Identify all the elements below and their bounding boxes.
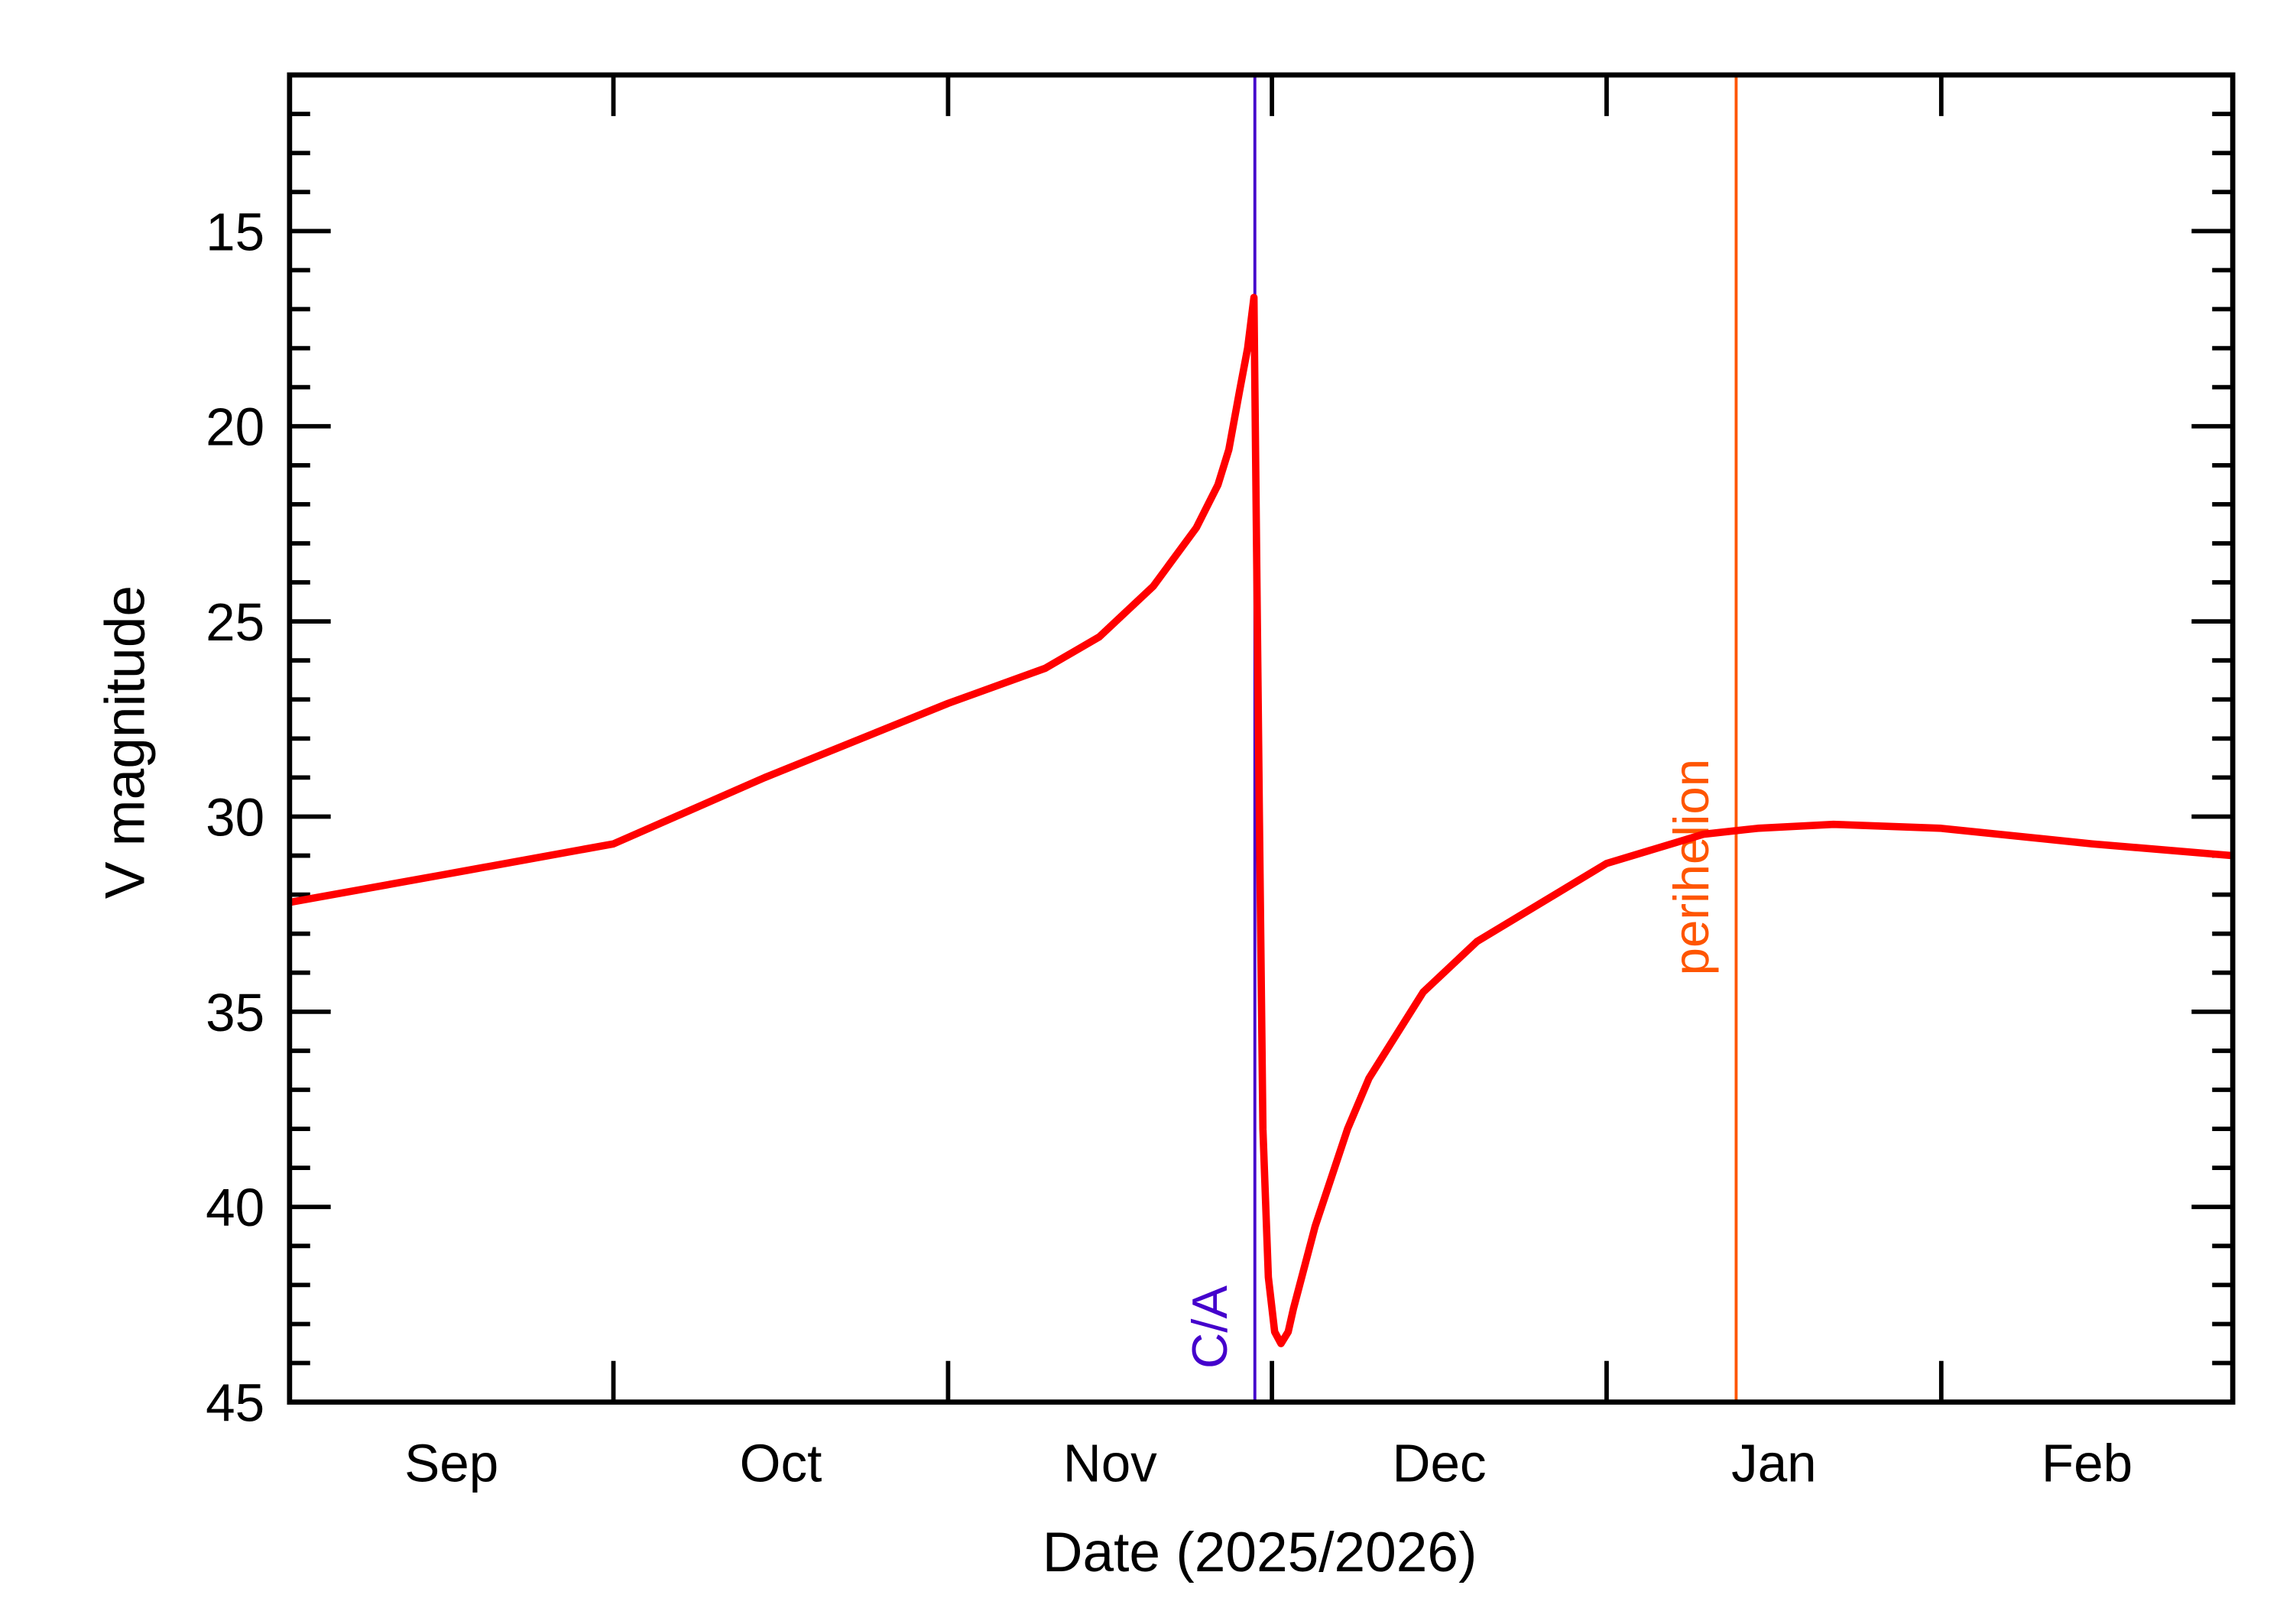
x-tick-labels: Sep Oct Nov Dec Jan Feb bbox=[404, 1433, 2132, 1493]
annotations: C/A perihelion bbox=[1182, 75, 1738, 1402]
x-tick-label: Jan bbox=[1731, 1433, 1817, 1493]
magnitude-curve bbox=[288, 293, 2233, 1347]
axis-ticks bbox=[289, 73, 2233, 1405]
plot-frame bbox=[287, 72, 2236, 1405]
y-tick-label: 40 bbox=[206, 1178, 264, 1237]
y-tick-label: 30 bbox=[206, 787, 264, 847]
y-tick-label: 15 bbox=[206, 202, 264, 261]
annotation-label: C/A bbox=[1182, 1285, 1237, 1369]
x-tick-label: Feb bbox=[2042, 1433, 2132, 1493]
y-tick-label: 45 bbox=[206, 1373, 264, 1433]
x-tick-label: Nov bbox=[1063, 1433, 1157, 1493]
x-tick-label: Oct bbox=[740, 1433, 822, 1493]
annotation-label: perihelion bbox=[1663, 759, 1719, 976]
y-axis-label: V magnitude bbox=[94, 585, 156, 899]
y-tick-labels: 15 20 25 30 35 40 45 bbox=[206, 202, 264, 1432]
y-tick-label: 35 bbox=[206, 983, 264, 1042]
y-tick-label: 20 bbox=[206, 397, 264, 457]
x-tick-label: Dec bbox=[1392, 1433, 1486, 1493]
x-axis-label: Date (2025/2026) bbox=[1043, 1522, 1477, 1583]
x-tick-label: Sep bbox=[404, 1433, 498, 1493]
y-tick-label: 25 bbox=[206, 592, 264, 652]
